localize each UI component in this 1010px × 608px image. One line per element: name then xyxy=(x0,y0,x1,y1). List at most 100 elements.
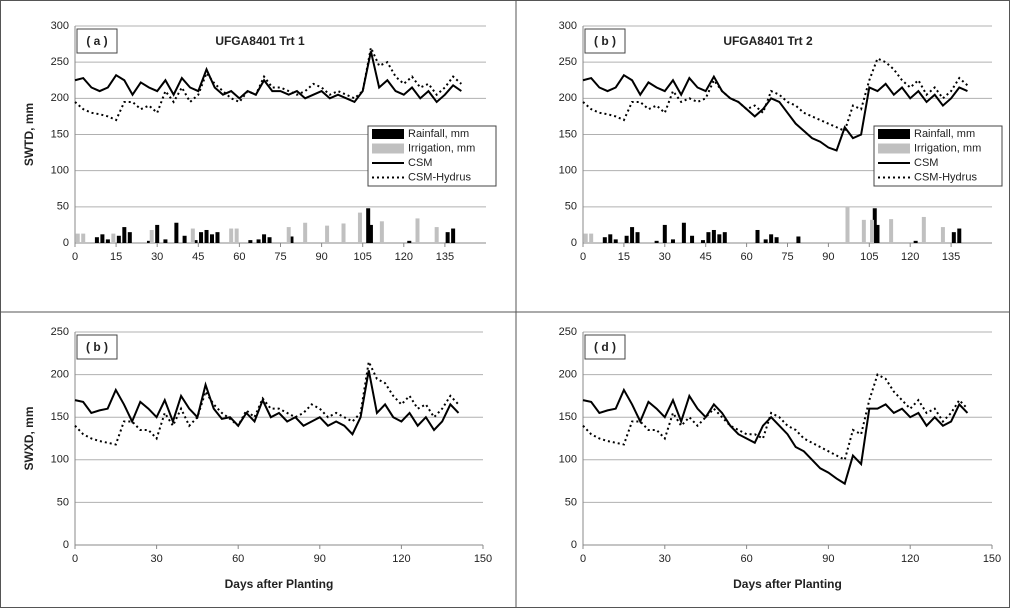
legend-label: Irrigation, mm xyxy=(914,142,981,154)
bar xyxy=(190,228,195,243)
x-tick-label: 105 xyxy=(354,251,372,263)
bar xyxy=(445,232,450,243)
legend-label: CSM xyxy=(914,157,938,169)
y-tick-label: 200 xyxy=(51,369,69,381)
legend-label: Rainfall, mm xyxy=(408,128,469,140)
bar xyxy=(796,236,801,243)
x-tick-label: 60 xyxy=(740,251,752,263)
bar xyxy=(583,233,588,243)
line xyxy=(582,73,968,152)
x-tick-label: 90 xyxy=(822,251,834,263)
panel-label: ( b ) xyxy=(86,340,108,354)
bar xyxy=(146,240,151,243)
bar xyxy=(199,232,204,243)
bar xyxy=(630,227,635,243)
x-tick-label: 90 xyxy=(315,251,327,263)
y-tick-label: 300 xyxy=(51,20,69,32)
line xyxy=(582,373,969,462)
x-tick-label: 30 xyxy=(151,251,163,263)
y-tick-label: 0 xyxy=(571,539,577,551)
bar xyxy=(608,234,613,243)
x-axis-label: Days after Planting xyxy=(225,577,334,591)
x-tick-label: 45 xyxy=(700,251,712,263)
legend-label: CSM xyxy=(408,157,432,169)
bar xyxy=(193,240,198,243)
bar xyxy=(325,225,330,243)
bar xyxy=(434,227,439,243)
bar xyxy=(451,228,456,243)
bar xyxy=(368,224,373,243)
x-tick-label: 105 xyxy=(860,251,878,263)
bar xyxy=(267,237,272,243)
panel-label: ( d ) xyxy=(594,340,616,354)
y-tick-label: 250 xyxy=(51,326,69,338)
y-tick-label: 50 xyxy=(57,496,69,508)
bar xyxy=(670,239,675,243)
bar xyxy=(755,229,760,243)
y-tick-label: 150 xyxy=(51,128,69,140)
legend-swatch xyxy=(878,129,910,139)
bar xyxy=(366,208,371,243)
bar xyxy=(769,234,774,243)
x-axis-label: Days after Planting xyxy=(733,577,842,591)
y-tick-label: 250 xyxy=(51,56,69,68)
bar xyxy=(921,216,926,243)
bar xyxy=(94,237,99,243)
y-tick-label: 250 xyxy=(559,56,577,68)
bar xyxy=(75,233,80,243)
bar xyxy=(256,239,261,243)
bar xyxy=(654,240,659,243)
y-tick-label: 250 xyxy=(559,326,577,338)
bar xyxy=(204,229,209,243)
bar xyxy=(341,223,346,243)
bar xyxy=(717,234,722,243)
bar xyxy=(845,206,850,243)
bar xyxy=(690,235,695,243)
x-tick-label: 90 xyxy=(314,553,326,565)
bar xyxy=(111,233,116,243)
bar xyxy=(861,219,866,243)
bar xyxy=(700,240,705,243)
bar xyxy=(415,218,420,243)
x-tick-label: 0 xyxy=(580,251,586,263)
bar xyxy=(174,222,179,243)
x-tick-label: 75 xyxy=(781,251,793,263)
bar xyxy=(289,236,294,243)
panel-label: ( b ) xyxy=(594,34,616,48)
x-tick-label: 150 xyxy=(983,553,1001,565)
x-tick-label: 0 xyxy=(72,251,78,263)
bar xyxy=(913,240,918,243)
legend-label: Rainfall, mm xyxy=(914,128,975,140)
bar xyxy=(589,233,594,243)
x-tick-label: 90 xyxy=(822,553,834,565)
bar xyxy=(951,232,956,243)
legend-swatch xyxy=(372,143,404,154)
y-tick-label: 200 xyxy=(559,369,577,381)
bar xyxy=(155,224,160,243)
panel-label-box xyxy=(584,28,626,54)
bar xyxy=(286,227,291,243)
x-tick-label: 30 xyxy=(659,553,671,565)
bar xyxy=(681,222,686,243)
bar xyxy=(706,232,711,243)
bar xyxy=(711,229,716,243)
line xyxy=(74,370,460,436)
bar xyxy=(234,228,239,243)
bar xyxy=(957,228,962,243)
x-tick-label: 135 xyxy=(436,251,454,263)
bar xyxy=(379,221,384,243)
x-tick-label: 0 xyxy=(580,553,586,565)
bar xyxy=(875,224,880,243)
bar xyxy=(81,233,86,243)
bar xyxy=(163,239,168,243)
bar xyxy=(116,235,121,243)
legend-label: Irrigation, mm xyxy=(408,142,475,154)
x-tick-label: 30 xyxy=(150,553,162,565)
panel-label: ( a ) xyxy=(86,34,107,48)
bar xyxy=(262,234,267,243)
bar xyxy=(870,219,875,243)
y-tick-label: 50 xyxy=(565,496,577,508)
x-tick-label: 120 xyxy=(392,553,410,565)
line xyxy=(74,51,462,104)
